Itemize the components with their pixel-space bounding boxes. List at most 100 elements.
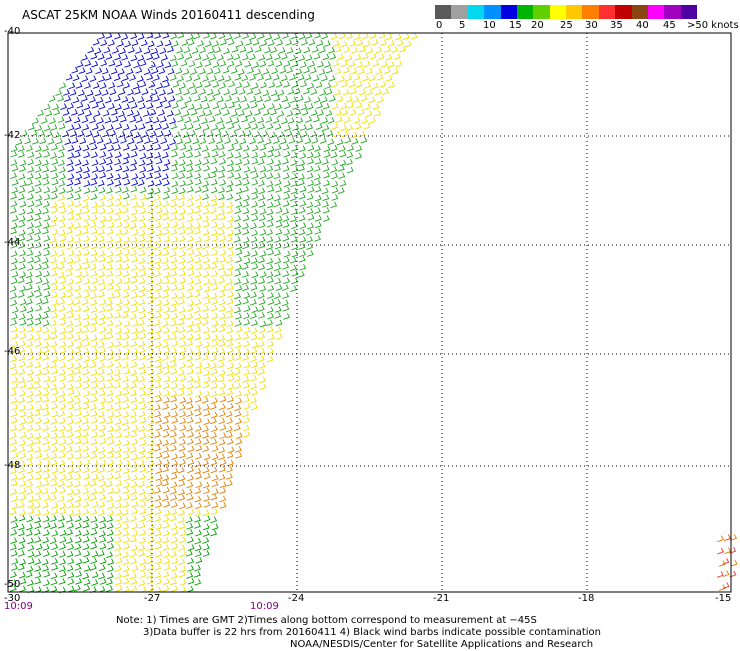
wind-barb (267, 333, 275, 341)
wind-barb (250, 397, 257, 404)
wind-barb (171, 340, 179, 347)
time-label: 10:09 (250, 601, 279, 612)
wind-barb (212, 61, 220, 68)
wind-barb (107, 446, 115, 454)
wind-barb (123, 178, 131, 186)
wind-barb (122, 577, 130, 585)
wind-barb (123, 431, 131, 438)
wind-barb (202, 348, 210, 355)
wind-barb (130, 578, 138, 585)
wind-barb (106, 396, 114, 404)
wind-barb (89, 361, 97, 369)
wind-barb (18, 466, 26, 474)
wind-barb (58, 263, 65, 270)
wind-barb (131, 201, 139, 209)
wind-barb (154, 508, 162, 515)
wind-barb (122, 74, 129, 82)
wind-barb (82, 159, 89, 167)
wind-barb (50, 446, 58, 453)
wind-barb (58, 194, 65, 202)
wind-barb (314, 186, 322, 193)
wind-barb (59, 508, 67, 515)
wind-barb (192, 116, 200, 123)
wind-barb (163, 235, 171, 243)
wind-barb (139, 59, 147, 67)
wind-barb (198, 130, 206, 138)
wind-barb (211, 214, 219, 222)
wind-barb (178, 152, 186, 159)
wind-barb (331, 180, 339, 188)
wind-barb (170, 431, 177, 438)
wind-barb (729, 547, 737, 554)
wind-barb (138, 452, 146, 459)
wind-barb (42, 362, 50, 370)
wind-barb (147, 529, 155, 536)
wind-barb (122, 396, 130, 403)
wind-barb (74, 313, 81, 321)
wind-barb (106, 432, 114, 440)
wind-barb (163, 306, 171, 314)
wind-barb (10, 207, 17, 214)
wind-barb (155, 501, 163, 509)
wind-barb (131, 500, 139, 508)
wind-barb (170, 165, 178, 172)
wind-barb (24, 137, 32, 145)
wind-barb (209, 206, 217, 214)
wind-barb (123, 320, 131, 328)
wind-barb (11, 186, 19, 194)
wind-barb (25, 529, 33, 537)
wind-barb (274, 159, 282, 167)
wind-barb (186, 186, 194, 193)
wind-barb (210, 32, 217, 40)
wind-barb (250, 312, 257, 319)
wind-barb (169, 355, 177, 363)
wind-barb (331, 81, 339, 88)
wind-barb (74, 445, 82, 453)
wind-barb (82, 410, 90, 418)
wind-barb (59, 558, 66, 566)
wind-barb (120, 115, 127, 123)
wind-barb (299, 152, 307, 160)
wind-barb (18, 354, 26, 362)
wind-barb (17, 291, 25, 298)
wind-barb (194, 227, 201, 235)
wind-barb (99, 417, 107, 424)
wind-barb (26, 459, 33, 467)
wind-barb (66, 291, 74, 298)
wind-barb (241, 53, 249, 61)
wind-barb (242, 284, 249, 292)
wind-barb (11, 340, 19, 348)
wind-barb (58, 221, 66, 229)
wind-barb (74, 250, 82, 257)
wind-barb (99, 326, 107, 334)
wind-barb (106, 228, 114, 235)
wind-barb (81, 116, 89, 124)
wind-barb (267, 276, 274, 284)
wind-barb (18, 446, 26, 453)
wind-barb (157, 130, 164, 138)
wind-barb (210, 376, 218, 383)
wind-barb (130, 340, 138, 348)
wind-barb (202, 381, 210, 389)
wind-barb (257, 74, 264, 81)
wind-barb (122, 123, 130, 131)
wind-barb (33, 409, 41, 417)
colorbar-label: >50 knots (687, 20, 739, 31)
wind-barb (90, 292, 97, 300)
wind-barb (154, 495, 162, 502)
wind-barb (26, 375, 34, 383)
wind-barb (51, 291, 58, 299)
wind-barb (193, 74, 201, 82)
wind-barb (162, 164, 170, 172)
wind-barb (313, 165, 321, 172)
wind-barb (283, 81, 291, 88)
wind-barb (195, 284, 203, 292)
wind-barb (203, 404, 210, 411)
wind-barb (131, 242, 139, 249)
wind-barb (67, 369, 75, 376)
wind-barb (153, 95, 160, 102)
wind-barb (58, 241, 66, 249)
wind-barb (11, 376, 19, 384)
wind-barb (282, 172, 290, 180)
wind-barb (115, 515, 123, 522)
